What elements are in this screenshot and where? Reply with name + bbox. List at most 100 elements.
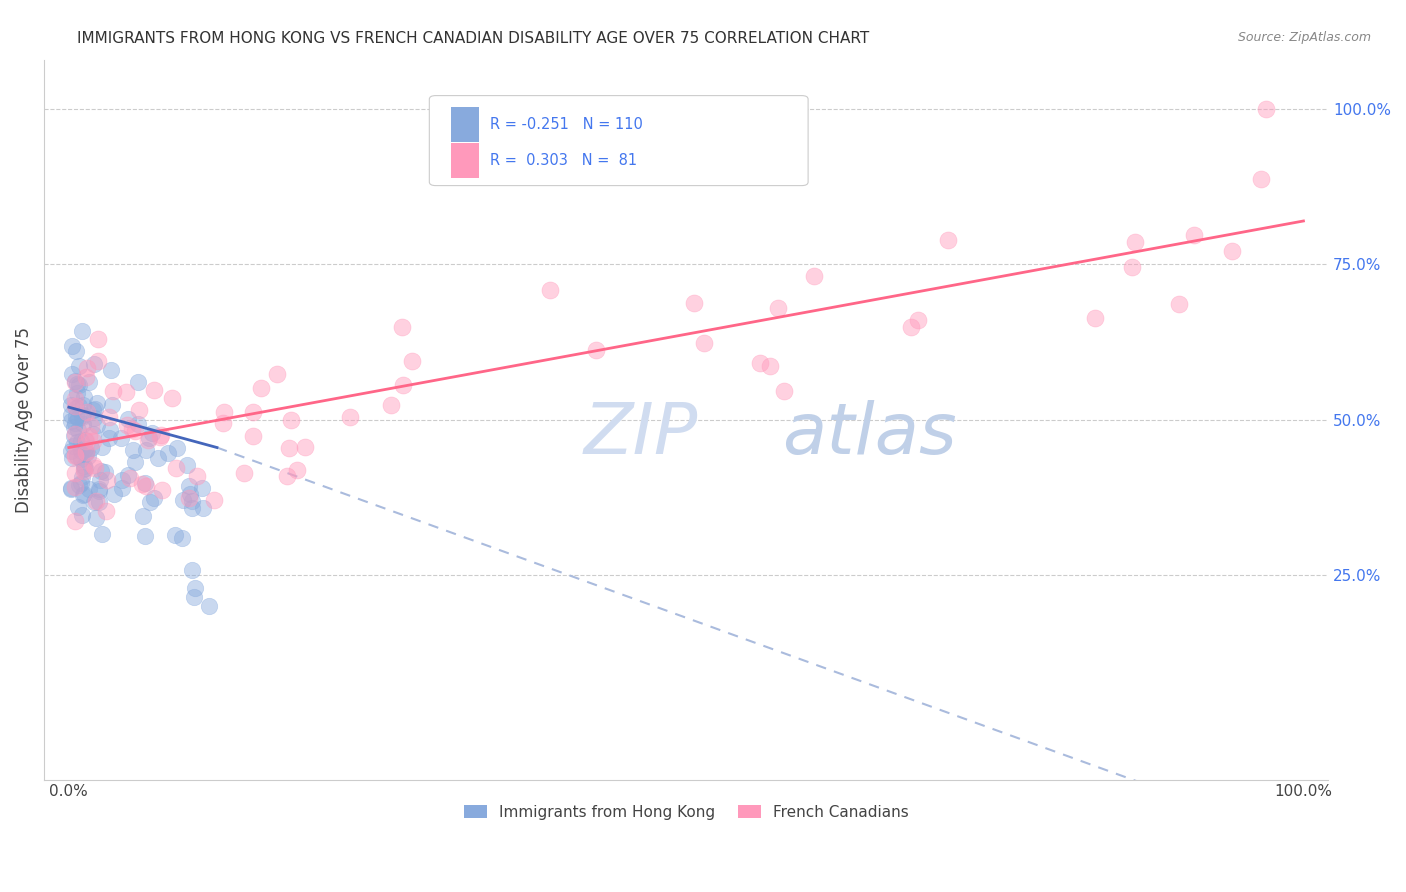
Point bbox=[172, 492, 194, 507]
Point bbox=[111, 481, 134, 495]
Point bbox=[98, 431, 121, 445]
Point bbox=[82, 426, 104, 441]
Point bbox=[73, 390, 96, 404]
Point bbox=[124, 455, 146, 469]
Point bbox=[63, 400, 86, 414]
Point bbox=[180, 493, 202, 508]
Point bbox=[115, 385, 138, 400]
Point bbox=[142, 383, 165, 397]
Point bbox=[72, 458, 94, 473]
Point bbox=[60, 450, 83, 465]
Point bbox=[103, 487, 125, 501]
Point bbox=[60, 367, 83, 381]
Text: Source: ZipAtlas.com: Source: ZipAtlas.com bbox=[1237, 31, 1371, 45]
Point bbox=[60, 390, 83, 404]
Point bbox=[72, 417, 94, 432]
Point bbox=[72, 408, 94, 422]
Point bbox=[124, 424, 146, 438]
Point bbox=[72, 398, 94, 412]
Point bbox=[63, 392, 86, 407]
Point bbox=[83, 410, 105, 425]
Point bbox=[181, 500, 204, 515]
Point bbox=[66, 385, 89, 400]
Point bbox=[70, 475, 93, 490]
Point bbox=[73, 462, 96, 476]
Point bbox=[242, 429, 264, 443]
Point bbox=[91, 526, 114, 541]
Point bbox=[67, 399, 90, 413]
Text: ZIP: ZIP bbox=[583, 400, 697, 468]
Point bbox=[86, 332, 108, 346]
Point bbox=[242, 405, 264, 419]
Point bbox=[70, 324, 93, 338]
Point bbox=[120, 470, 142, 484]
Point bbox=[82, 403, 104, 417]
Point bbox=[401, 354, 423, 368]
Point bbox=[127, 417, 149, 432]
Point bbox=[180, 563, 202, 577]
Point bbox=[101, 384, 124, 399]
Point bbox=[266, 367, 288, 381]
Point bbox=[75, 434, 97, 448]
Point bbox=[84, 511, 107, 525]
Point bbox=[186, 468, 208, 483]
Point bbox=[1121, 260, 1143, 274]
Point bbox=[65, 409, 87, 423]
Point bbox=[146, 450, 169, 465]
Point bbox=[1168, 297, 1191, 311]
Point bbox=[73, 463, 96, 477]
Point bbox=[70, 444, 93, 458]
Point bbox=[90, 464, 112, 478]
Point bbox=[75, 442, 97, 456]
Point bbox=[117, 468, 139, 483]
Point bbox=[70, 469, 93, 483]
Point bbox=[76, 361, 98, 376]
Point bbox=[63, 467, 86, 481]
Text: R =  0.303   N =  81: R = 0.303 N = 81 bbox=[489, 153, 637, 168]
Text: atlas: atlas bbox=[782, 400, 957, 468]
Point bbox=[285, 463, 308, 477]
Point bbox=[75, 460, 97, 475]
Point bbox=[72, 508, 94, 522]
Point bbox=[94, 465, 117, 479]
Point bbox=[66, 449, 89, 463]
Point bbox=[276, 469, 298, 483]
Point bbox=[692, 335, 714, 350]
Point bbox=[60, 443, 83, 458]
Point bbox=[134, 529, 156, 543]
Point bbox=[79, 418, 101, 433]
Point bbox=[142, 491, 165, 506]
Point bbox=[339, 409, 361, 424]
Y-axis label: Disability Age Over 75: Disability Age Over 75 bbox=[15, 326, 32, 513]
Text: IMMIGRANTS FROM HONG KONG VS FRENCH CANADIAN DISABILITY AGE OVER 75 CORRELATION : IMMIGRANTS FROM HONG KONG VS FRENCH CANA… bbox=[77, 31, 869, 46]
Point bbox=[60, 414, 83, 428]
Point bbox=[380, 398, 402, 412]
Point bbox=[87, 483, 110, 498]
Point bbox=[63, 480, 86, 494]
Point bbox=[1256, 102, 1278, 116]
Point bbox=[150, 427, 173, 442]
Point bbox=[1084, 311, 1107, 326]
Point bbox=[82, 434, 104, 448]
Point bbox=[66, 423, 89, 437]
FancyBboxPatch shape bbox=[451, 107, 479, 142]
Text: R = -0.251   N = 110: R = -0.251 N = 110 bbox=[489, 117, 643, 132]
Point bbox=[585, 343, 607, 357]
Point bbox=[84, 460, 107, 475]
Point bbox=[117, 411, 139, 425]
Point bbox=[1250, 172, 1272, 186]
Point bbox=[60, 398, 83, 412]
Point bbox=[75, 445, 97, 459]
Point bbox=[202, 492, 225, 507]
Point bbox=[65, 401, 87, 415]
Point bbox=[63, 429, 86, 443]
Point bbox=[98, 409, 121, 424]
Point bbox=[100, 363, 122, 377]
Point bbox=[179, 479, 201, 493]
Point bbox=[87, 494, 110, 508]
Point bbox=[278, 441, 301, 455]
Point bbox=[115, 418, 138, 433]
Point bbox=[136, 433, 159, 447]
Point bbox=[76, 404, 98, 418]
Point bbox=[75, 370, 97, 384]
